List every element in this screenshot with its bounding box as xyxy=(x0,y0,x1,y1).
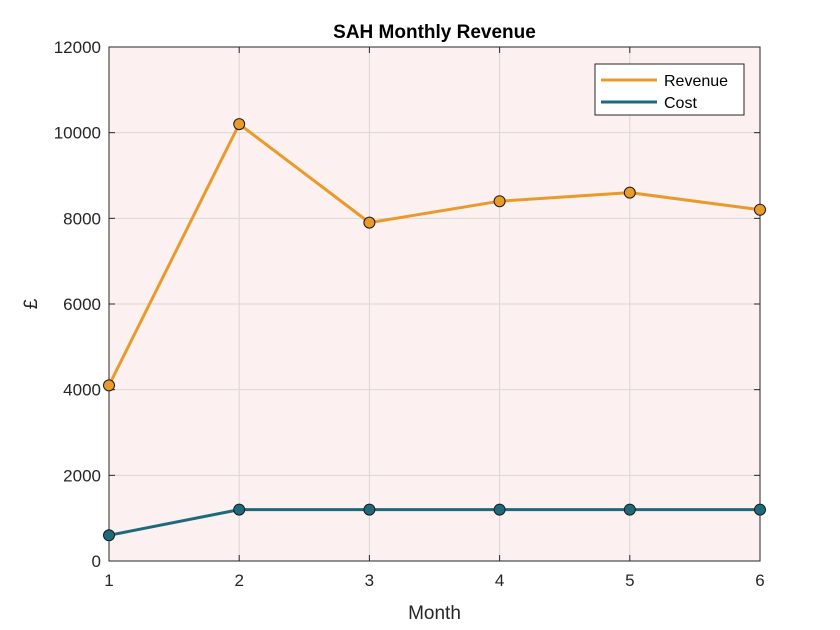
series-line xyxy=(108,508,760,537)
data-point xyxy=(363,503,376,516)
series xyxy=(103,118,766,542)
y-tick-label: 6000 xyxy=(63,295,101,314)
series-revenue xyxy=(103,118,766,392)
data-point xyxy=(754,503,766,516)
data-point xyxy=(493,503,506,516)
data-point xyxy=(493,195,506,208)
chart-title: SAH Monthly Revenue xyxy=(333,22,536,43)
data-point xyxy=(233,118,246,131)
data-point xyxy=(103,379,115,392)
legend-item-cost: Cost xyxy=(601,95,697,112)
y-tick-label: 2000 xyxy=(63,466,101,485)
series-line xyxy=(107,122,761,387)
series-cost xyxy=(103,503,766,542)
legend: Revenue Cost xyxy=(594,63,745,116)
data-point xyxy=(623,186,636,199)
data-point xyxy=(233,503,246,516)
legend-item-revenue: Revenue xyxy=(601,73,728,90)
data-point xyxy=(754,203,766,216)
legend-box xyxy=(594,63,745,116)
y-tick-label: 12000 xyxy=(54,38,101,57)
data-point xyxy=(623,503,636,516)
x-tick-label: 6 xyxy=(755,571,764,590)
x-tick-label: 3 xyxy=(365,571,374,590)
x-axis-label: Month xyxy=(408,603,461,624)
data-point xyxy=(363,216,376,229)
data-point xyxy=(103,529,115,542)
y-tick-label: 0 xyxy=(92,552,101,571)
y-tick-label: 10000 xyxy=(54,124,101,143)
y-tick-label: 8000 xyxy=(63,209,101,228)
x-tick-label: 2 xyxy=(234,571,243,590)
y-axis-label: £ xyxy=(21,298,42,309)
grid xyxy=(108,46,761,562)
x-tick-label: 1 xyxy=(104,571,113,590)
x-tick-label: 4 xyxy=(495,571,504,590)
legend-label: Revenue xyxy=(664,73,728,90)
y-tick-label: 4000 xyxy=(63,381,101,400)
legend-label: Cost xyxy=(664,95,697,112)
axes: 1 2 3 4 5 6 0 2000 4000 6000 8000 10000 12000 xyxy=(54,38,765,590)
x-tick-label: 5 xyxy=(625,571,634,590)
